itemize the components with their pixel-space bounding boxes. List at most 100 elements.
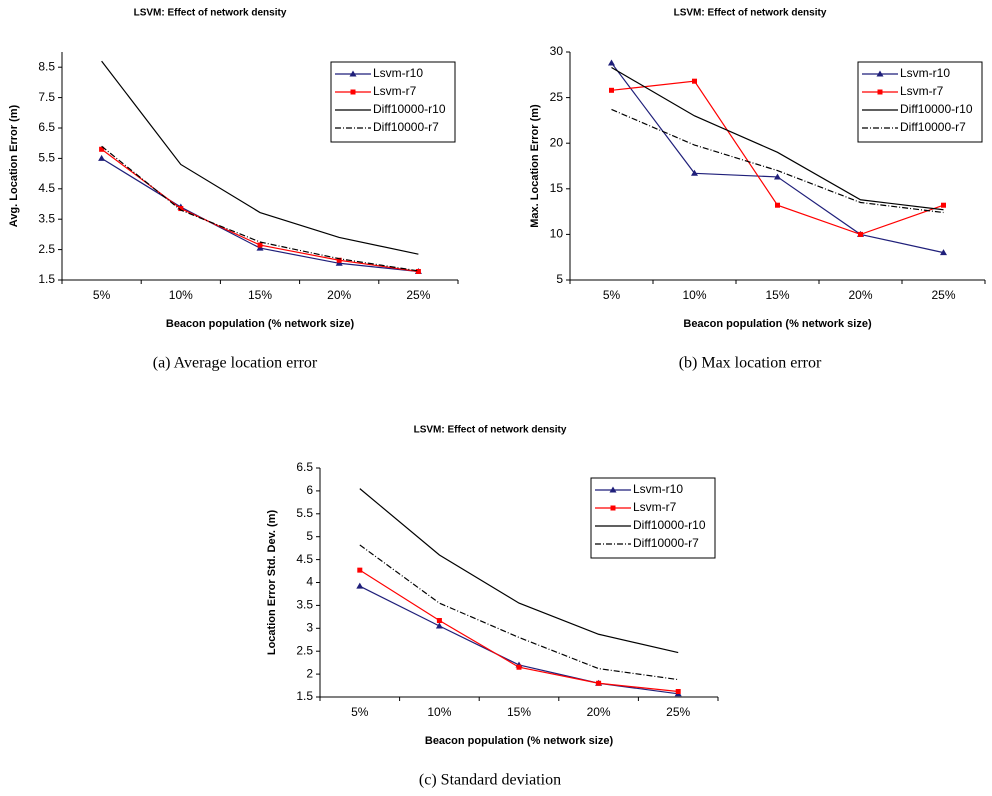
legend-label: Lsvm-r10: [373, 66, 423, 80]
legend-box: [330, 61, 456, 143]
series-line: [101, 60, 419, 255]
x-axis-label: Beacon population (% network size): [166, 318, 355, 330]
y-tick-label: 5: [306, 529, 313, 543]
x-tick-label: 25%: [931, 288, 955, 302]
x-tick-label: 15%: [507, 705, 531, 719]
x-tick-label: 20%: [327, 288, 351, 302]
y-tick-label: 6.5: [296, 460, 313, 474]
y-tick-label: 4: [306, 575, 313, 589]
marker: [941, 202, 946, 208]
marker: [356, 582, 364, 589]
chart-title: LSVM: Effect of network density: [674, 8, 827, 19]
series-line: [101, 148, 419, 273]
marker: [99, 146, 105, 152]
x-tick-label: 25%: [666, 705, 690, 719]
marker: [436, 618, 442, 624]
legend-label: Diff10000-r10: [373, 102, 446, 116]
legend-label: Diff10000-r7: [633, 536, 699, 550]
legend-marker: [609, 486, 617, 493]
marker: [691, 169, 698, 176]
chart-title: LSVM: Effect of network density: [134, 8, 287, 19]
y-tick-label: 5.5: [38, 151, 55, 165]
y-tick-label: 30: [550, 44, 564, 58]
y-tick-label: 15: [550, 181, 564, 195]
y-tick-label: 25: [550, 90, 564, 104]
caption: (c) Standard deviation: [419, 772, 561, 789]
x-tick-label: 5%: [93, 288, 111, 302]
marker: [256, 244, 264, 251]
marker: [336, 257, 342, 263]
marker: [609, 87, 614, 93]
legend-label: Lsvm-r7: [373, 84, 417, 98]
caption: (a) Average location error: [153, 355, 318, 372]
y-tick-label: 1.5: [296, 689, 313, 703]
series-line: [359, 488, 679, 654]
x-tick-label: 5%: [351, 705, 369, 719]
y-tick-label: 10: [550, 227, 564, 241]
y-tick-label: 5.5: [296, 506, 313, 520]
x-tick-label: 15%: [248, 288, 272, 302]
marker: [415, 268, 421, 274]
x-tick-label: 20%: [848, 288, 872, 302]
x-tick-label: 10%: [682, 288, 706, 302]
chart-title: LSVM: Effect of network density: [414, 425, 567, 436]
marker: [516, 664, 522, 670]
marker: [596, 680, 602, 686]
x-axis-label: Beacon population (% network size): [683, 318, 872, 330]
y-tick-label: 20: [550, 135, 564, 149]
y-axis-label: Max. Location Error (m): [529, 104, 541, 228]
marker: [692, 78, 697, 84]
legend-label: Lsvm-r7: [633, 500, 677, 514]
series-line: [101, 145, 419, 272]
series-line: [359, 544, 679, 681]
marker: [257, 242, 263, 248]
y-tick-label: 1.5: [38, 272, 55, 286]
y-axis-label: Avg. Location Error (m): [8, 104, 20, 227]
legend-label: Lsvm-r10: [633, 482, 683, 496]
x-tick-label: 10%: [427, 705, 451, 719]
y-tick-label: 2.5: [296, 643, 313, 657]
legend-marker: [349, 70, 357, 77]
y-tick-label: 2.5: [38, 242, 55, 256]
series-line: [611, 66, 944, 211]
series-line: [101, 157, 419, 273]
x-axis-label: Beacon population (% network size): [425, 735, 614, 747]
series-line: [359, 585, 679, 695]
marker: [675, 689, 681, 695]
y-axis-label: Location Error Std. Dev. (m): [266, 510, 278, 656]
y-tick-label: 2: [306, 666, 313, 680]
x-tick-label: 25%: [406, 288, 430, 302]
marker: [435, 622, 443, 629]
x-tick-label: 10%: [169, 288, 193, 302]
legend-marker: [877, 89, 883, 95]
marker: [608, 59, 615, 66]
y-tick-label: 7.5: [38, 90, 55, 104]
series-line: [611, 108, 944, 214]
y-tick-label: 4.5: [38, 181, 55, 195]
y-tick-label: 3: [306, 620, 313, 634]
legend-label: Diff10000-r10: [900, 102, 973, 116]
y-tick-label: 6: [306, 483, 313, 497]
y-tick-label: 8.5: [38, 59, 55, 73]
legend-marker: [610, 505, 616, 511]
y-tick-label: 5: [556, 272, 563, 286]
legend-label: Diff10000-r7: [900, 120, 966, 134]
y-tick-label: 3.5: [296, 598, 313, 612]
y-tick-label: 3.5: [38, 211, 55, 225]
marker: [178, 206, 184, 212]
caption: (b) Max location error: [679, 355, 822, 372]
marker: [775, 202, 780, 208]
y-tick-label: 4.5: [296, 552, 313, 566]
marker: [98, 154, 106, 161]
marker: [335, 259, 343, 266]
legend-label: Diff10000-r7: [373, 120, 439, 134]
legend-marker: [876, 70, 884, 77]
marker: [357, 567, 363, 573]
legend-marker: [350, 89, 356, 95]
legend-label: Lsvm-r7: [900, 84, 944, 98]
y-tick-label: 6.5: [38, 120, 55, 134]
legend-label: Diff10000-r10: [633, 518, 706, 532]
marker: [858, 231, 863, 237]
x-tick-label: 20%: [587, 705, 611, 719]
